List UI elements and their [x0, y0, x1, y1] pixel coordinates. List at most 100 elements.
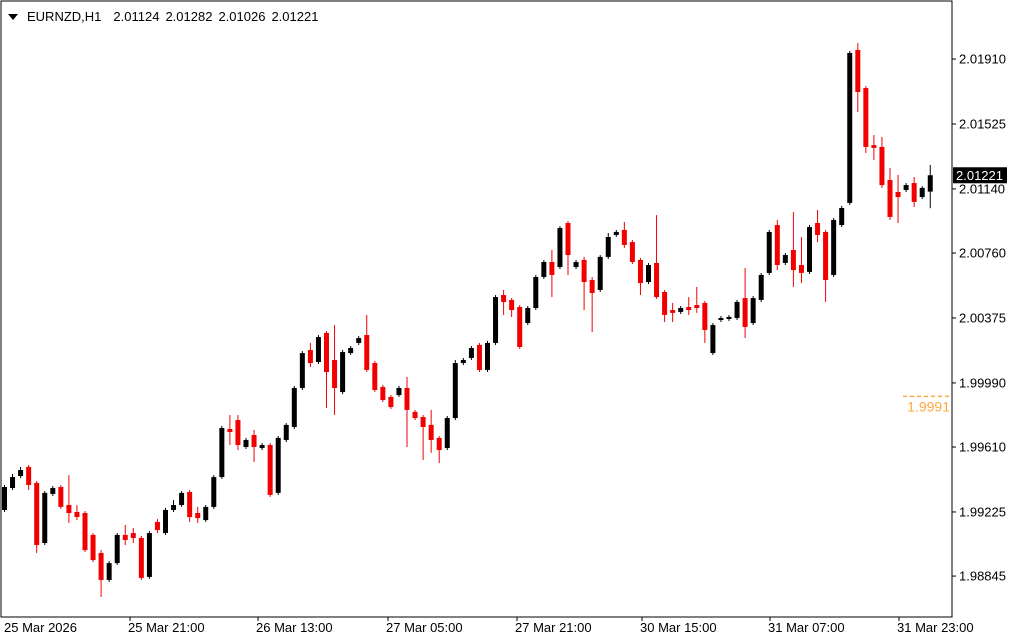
candle-down-body — [790, 250, 796, 271]
candle-up-body — [847, 52, 853, 203]
candle-up-body — [903, 185, 909, 190]
symbol-period-label: EURNZD,H1 — [27, 9, 102, 24]
candle-up-body — [541, 261, 547, 277]
candle-up-body — [171, 505, 177, 510]
candle-up-body — [493, 297, 499, 343]
candle-up-body — [396, 387, 402, 396]
symbol-dropdown-triangle-icon — [8, 14, 18, 20]
candle-down-body — [823, 231, 829, 281]
y-axis-label: 2.01910 — [959, 52, 1006, 67]
candle-up-body — [10, 477, 16, 489]
quote-low: 2.01026 — [218, 9, 266, 24]
y-axis-label: 2.00375 — [959, 310, 1006, 325]
candle-down-body — [372, 363, 378, 391]
candle-down-body — [98, 552, 104, 580]
candle-down-body — [66, 505, 72, 513]
candle-down-body — [686, 307, 692, 311]
candle-down-body — [420, 417, 426, 427]
candle-down-body — [871, 145, 877, 148]
candle-up-body — [782, 255, 788, 263]
candle-up-body — [211, 477, 217, 507]
candle-down-body — [34, 482, 40, 546]
candle-up-body — [460, 359, 466, 364]
candle-down-body — [549, 261, 555, 275]
chart-title-row: EURNZD,H1 2.01124 2.01282 2.01026 2.0122… — [8, 9, 324, 24]
candle-up-body — [557, 228, 563, 268]
candle-down-body — [74, 511, 80, 518]
current-price-badge — [953, 167, 1007, 184]
candle-up-body — [919, 187, 925, 198]
candle-up-body — [525, 308, 531, 324]
candle-up-body — [646, 265, 651, 283]
candle-down-body — [412, 411, 418, 419]
candle-down-body — [227, 428, 233, 433]
candle-up-body — [718, 317, 724, 321]
candle-up-body — [710, 325, 716, 354]
candle-down-body — [911, 183, 917, 202]
x-axis-label: 31 Mar 07:00 — [768, 620, 845, 635]
y-axis-label: 1.99610 — [959, 440, 1006, 455]
candle-up-body — [839, 207, 845, 226]
candle-up-body — [283, 424, 289, 440]
candle-up-body — [106, 563, 112, 580]
candle-up-body — [533, 276, 539, 309]
candle-up-body — [597, 256, 603, 290]
x-axis-label: 30 Mar 15:00 — [640, 620, 717, 635]
candle-down-body — [879, 146, 885, 186]
plot-frame — [0, 0, 953, 618]
candle-up-body — [452, 363, 458, 419]
candle-up-body — [927, 175, 933, 192]
candle-down-body — [637, 259, 643, 284]
y-axis-label: 1.99225 — [959, 504, 1006, 519]
candle-up-body — [348, 348, 354, 354]
candle-down-body — [154, 521, 160, 531]
candle-down-body — [82, 512, 88, 551]
candle-up-body — [219, 427, 225, 478]
x-axis-label: 25 Mar 21:00 — [128, 620, 205, 635]
candle-down-body — [90, 534, 96, 561]
x-axis-label: 26 Mar 13:00 — [256, 620, 333, 635]
candle-up-body — [573, 261, 579, 268]
quote-open: 2.01124 — [113, 9, 160, 24]
candle-up-body — [42, 492, 48, 544]
candle-down-body — [855, 49, 861, 92]
candle-up-body — [468, 348, 474, 358]
candle-down-body — [122, 534, 128, 540]
candle-down-body — [887, 179, 893, 217]
candle-up-body — [758, 274, 764, 300]
candle-down-body — [380, 386, 386, 400]
candle-up-body — [807, 227, 812, 272]
candle-down-body — [130, 533, 136, 538]
y-axis-label: 2.01140 — [959, 181, 1005, 196]
candle-down-body — [670, 310, 676, 313]
candle-down-body — [798, 265, 804, 273]
x-axis-label: 27 Mar 05:00 — [386, 620, 463, 635]
candle-down-body — [702, 302, 708, 330]
candle-up-body — [291, 387, 297, 427]
candle-down-body — [138, 537, 144, 578]
candle-down-body — [501, 295, 507, 302]
x-axis-label: 31 Mar 23:00 — [897, 620, 974, 635]
candle-down-body — [364, 335, 370, 370]
candle-up-body — [613, 231, 619, 235]
candle-down-body — [654, 262, 660, 298]
candle-up-body — [275, 437, 281, 493]
candle-down-body — [267, 445, 273, 495]
candle-down-body — [509, 299, 515, 311]
candle-down-body — [324, 332, 329, 372]
candle-up-body — [485, 342, 490, 370]
candle-up-body — [340, 352, 346, 393]
y-axis-label: 2.01525 — [959, 116, 1006, 131]
candle-down-body — [428, 424, 434, 440]
candle-up-body — [146, 533, 152, 577]
quote-close: 2.01221 — [271, 9, 319, 24]
candle-down-body — [307, 350, 313, 364]
y-axis-label: 1.99990 — [959, 375, 1006, 390]
candle-down-body — [195, 512, 201, 519]
candle-up-body — [315, 337, 321, 363]
candle-up-body — [356, 338, 362, 343]
candle-up-body — [605, 237, 611, 257]
candle-down-body — [436, 437, 442, 451]
